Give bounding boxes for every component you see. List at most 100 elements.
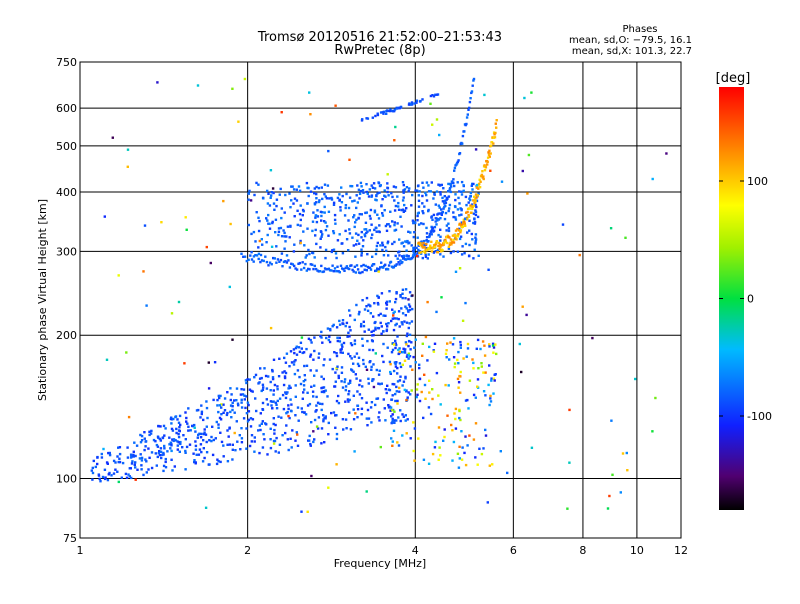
data-point — [272, 202, 276, 205]
data-point — [419, 99, 422, 103]
data-point — [179, 423, 182, 427]
data-point — [475, 196, 478, 199]
data-point — [350, 185, 354, 188]
data-point — [341, 242, 344, 245]
data-point — [460, 190, 463, 193]
data-point — [299, 224, 302, 227]
data-point — [345, 427, 348, 430]
data-point — [356, 408, 360, 411]
data-point — [332, 270, 335, 273]
data-point — [665, 152, 668, 155]
data-point — [395, 317, 398, 320]
data-point — [352, 270, 355, 273]
data-point — [304, 378, 307, 382]
data-point — [467, 215, 471, 218]
data-point — [482, 390, 486, 393]
data-point — [395, 107, 399, 110]
data-point — [302, 384, 306, 387]
data-point — [145, 471, 148, 474]
data-point — [443, 217, 447, 221]
data-point — [408, 308, 412, 312]
data-point — [394, 204, 398, 208]
data-point — [324, 417, 327, 420]
data-point — [391, 444, 394, 447]
data-point — [143, 224, 147, 227]
data-point — [370, 264, 374, 267]
data-point — [402, 189, 406, 192]
data-point — [374, 198, 377, 201]
data-point — [359, 325, 363, 328]
data-point — [257, 216, 260, 219]
data-point — [318, 199, 321, 202]
data-point — [200, 410, 204, 413]
data-point — [258, 424, 261, 427]
data-point — [234, 449, 237, 452]
data-point — [490, 379, 493, 382]
data-point — [470, 91, 473, 95]
data-point — [381, 214, 385, 217]
data-point — [420, 390, 423, 394]
data-point — [316, 209, 319, 212]
data-point — [284, 371, 288, 375]
data-point — [353, 450, 356, 453]
data-point — [489, 169, 492, 172]
data-point — [255, 409, 258, 413]
data-point — [379, 244, 382, 247]
data-point — [395, 263, 398, 266]
data-point — [253, 440, 256, 443]
data-point — [475, 347, 478, 350]
data-point — [301, 214, 304, 217]
data-point — [365, 117, 368, 120]
data-point — [91, 466, 94, 470]
data-point — [348, 267, 351, 271]
data-point — [362, 358, 365, 362]
data-point — [267, 213, 270, 217]
data-point — [371, 186, 375, 189]
data-point — [268, 222, 271, 225]
data-point — [154, 452, 157, 455]
data-point — [634, 377, 637, 381]
data-point — [399, 419, 402, 423]
data-point — [320, 214, 323, 218]
data-point — [276, 385, 279, 388]
data-point — [272, 191, 275, 195]
data-point — [391, 342, 395, 345]
data-point — [442, 243, 445, 246]
data-point — [328, 197, 331, 200]
data-point — [386, 240, 390, 243]
data-point — [386, 190, 389, 194]
data-point — [308, 268, 311, 271]
data-point — [328, 340, 332, 344]
data-point — [302, 266, 306, 270]
data-point — [324, 389, 327, 392]
data-point — [493, 373, 496, 376]
data-point — [349, 342, 353, 345]
data-point — [367, 303, 370, 306]
data-point — [459, 235, 463, 238]
data-point — [240, 398, 243, 401]
data-point — [374, 403, 377, 407]
data-point — [139, 441, 143, 444]
data-point — [441, 200, 445, 203]
data-point — [219, 431, 222, 434]
data-point — [477, 254, 480, 257]
data-point — [470, 203, 474, 206]
data-point — [340, 201, 344, 204]
data-point — [285, 254, 289, 257]
data-point — [438, 212, 441, 215]
data-point — [289, 398, 292, 401]
data-point — [211, 453, 215, 457]
data-point — [359, 379, 362, 382]
data-point — [469, 97, 472, 100]
data-point — [387, 406, 391, 409]
data-point — [382, 398, 385, 401]
data-point — [452, 215, 455, 219]
data-point — [520, 370, 523, 374]
data-point — [313, 374, 316, 377]
data-point — [345, 238, 349, 241]
data-point — [384, 245, 387, 249]
data-point — [424, 253, 427, 256]
data-point — [473, 248, 476, 251]
data-point — [318, 402, 321, 405]
